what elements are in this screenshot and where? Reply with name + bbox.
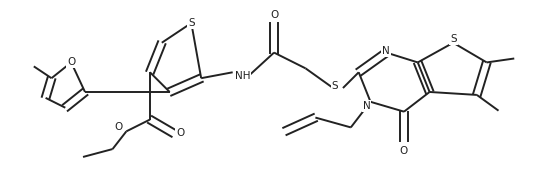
- Text: N: N: [383, 46, 390, 56]
- Text: O: O: [270, 10, 278, 20]
- Text: O: O: [114, 122, 123, 132]
- Text: O: O: [67, 57, 75, 68]
- Text: S: S: [188, 18, 195, 28]
- Text: NH: NH: [235, 71, 250, 81]
- Text: S: S: [332, 81, 338, 91]
- Text: O: O: [400, 146, 408, 156]
- Text: S: S: [450, 34, 457, 44]
- Text: N: N: [363, 101, 370, 111]
- Text: O: O: [177, 128, 184, 138]
